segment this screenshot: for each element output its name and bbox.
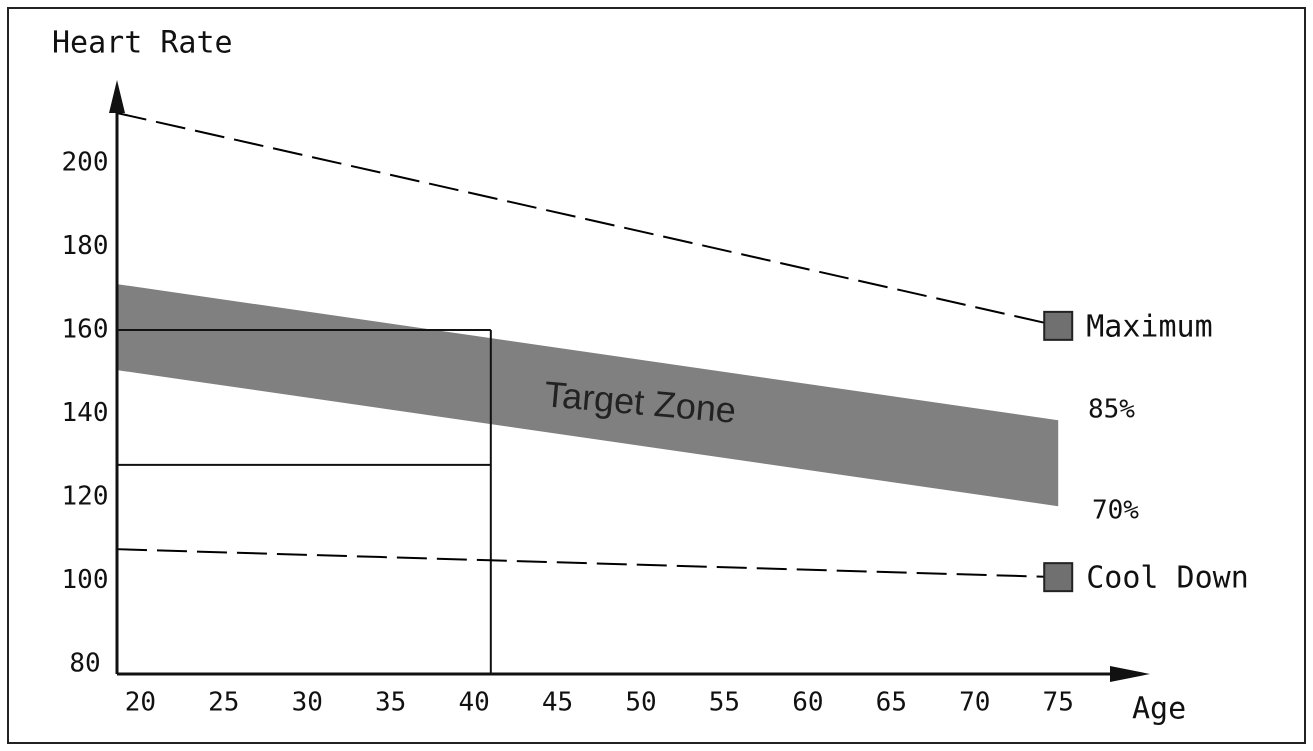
y-tick-label: 80 [69, 648, 100, 678]
y-tick-label: 200 [62, 148, 109, 178]
legend-label: Cool Down [1086, 561, 1249, 596]
legend-swatch [1043, 562, 1074, 593]
series-line [116, 111, 1059, 327]
frame [7, 7, 1306, 744]
target-zone [117, 284, 1059, 507]
x-axis-label: Age [1132, 692, 1186, 727]
x-axis-arrow [1110, 666, 1150, 682]
band-lower-label: 70% [1092, 496, 1139, 526]
x-tick-label: 75 [1043, 688, 1074, 718]
y-tick-label: 180 [62, 231, 109, 261]
x-tick-label: 55 [709, 688, 740, 718]
series-line [116, 548, 1059, 579]
x-tick-label: 30 [292, 688, 323, 718]
x-tick-label: 25 [208, 688, 239, 718]
legend-swatch [1043, 310, 1074, 341]
x-tick-label: 70 [959, 688, 990, 718]
y-tick-label: 140 [62, 398, 109, 428]
y-axis-label: Heart Rate [52, 26, 233, 61]
x-tick-label: 40 [458, 688, 489, 718]
x-tick-label: 60 [792, 688, 823, 718]
x-tick-label: 65 [876, 688, 907, 718]
x-tick-label: 45 [542, 688, 573, 718]
x-tick-label: 35 [375, 688, 406, 718]
legend-label: Maximum [1086, 309, 1212, 344]
y-tick-label: 160 [62, 315, 109, 345]
x-tick-label: 20 [125, 688, 156, 718]
y-tick-label: 100 [62, 565, 109, 595]
x-tick-label: 50 [625, 688, 656, 718]
y-tick-label: 120 [62, 482, 109, 512]
y-axis-arrow [109, 80, 125, 113]
band-upper-label: 85% [1088, 395, 1135, 425]
